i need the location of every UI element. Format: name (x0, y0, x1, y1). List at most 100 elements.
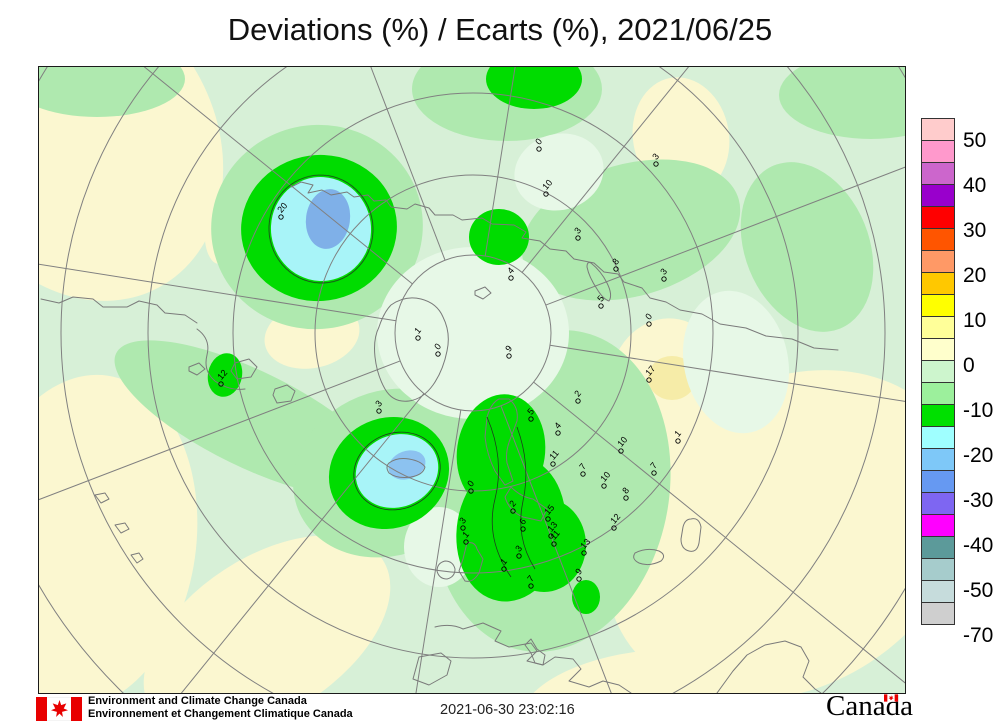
org-name-fr: Environnement et Changement Climatique C… (88, 707, 353, 720)
colorbar-swatch (921, 338, 955, 361)
station-marker: 7 (525, 573, 536, 589)
station-marker: 20 (275, 201, 289, 220)
deviation-region-yellow (519, 650, 759, 693)
station-marker: 1 (498, 556, 509, 572)
station-dot-icon (646, 321, 652, 327)
station-value: 15 (542, 503, 556, 517)
station-marker: 12 (608, 512, 622, 531)
deviation-region-medium (740, 162, 874, 332)
footer: Environment and Climate Change Canada En… (0, 690, 1000, 726)
station-dot-icon (576, 576, 582, 582)
deviation-region-blue (305, 189, 351, 249)
meridian-line (415, 409, 462, 693)
latitude-circle (60, 67, 886, 693)
station-dot-icon (580, 471, 586, 477)
station-marker: 3 (650, 151, 661, 167)
colorbar-swatch (921, 470, 955, 493)
colorbar-swatch (921, 448, 955, 471)
station-marker: 7 (577, 461, 588, 477)
station-dot-icon (468, 488, 474, 494)
org-name-en: Environment and Climate Change Canada (88, 695, 307, 707)
station-dot-icon (543, 191, 549, 197)
canada-wordmark-flag-icon (884, 694, 898, 702)
station-dot-icon (516, 553, 522, 559)
station-dot-icon (545, 516, 551, 522)
map-title: Deviations (%) / Ecarts (%), 2021/06/25 (227, 12, 773, 47)
station-marker: 13 (545, 520, 559, 539)
station-value: 10 (615, 435, 629, 449)
station-dot-icon (460, 525, 466, 531)
station-dot-icon (613, 266, 619, 272)
station-marker: 1 (672, 428, 683, 444)
station-value: 3 (373, 398, 384, 408)
latitude-circle (232, 92, 714, 574)
deviation-region-bright (572, 580, 600, 614)
station-marker: 9 (503, 343, 514, 359)
deviation-region-bright (207, 353, 243, 397)
colorbar-label: 40 (963, 174, 987, 197)
station-marker: 3 (513, 543, 524, 559)
station-dot-icon (435, 351, 441, 357)
station-dot-icon (528, 583, 534, 589)
station-dot-icon (550, 461, 556, 467)
graticule (39, 67, 905, 693)
colorbar-swatch (921, 206, 955, 229)
station-marker: 0 (533, 136, 544, 152)
station-dot-icon (415, 335, 421, 341)
colorbar-swatch (921, 184, 955, 207)
map-frame: 5 0 9 17 5 4 2 1 11 7 10 7 10 8 0 2 3 1 6 15 13 11 3 1 13 12 9 7 1 0 4… (38, 66, 906, 694)
station-dot-icon (675, 438, 681, 444)
colorbar-swatch (921, 294, 955, 317)
station-marker: 9 (573, 566, 584, 582)
station-marker: 3 (373, 398, 384, 414)
station-marker: 3 (457, 515, 468, 531)
colorbar-label: 50 (963, 129, 987, 152)
station-dot-icon (508, 275, 514, 281)
colorbar-swatch (921, 492, 955, 515)
deviation-region-medium (779, 67, 905, 139)
station-value: 0 (533, 136, 544, 146)
latitude-circle (147, 67, 799, 659)
station-value: 8 (610, 256, 621, 266)
station-value: 20 (275, 201, 289, 215)
station-value: 0 (432, 341, 443, 351)
deviation-region-light (682, 290, 790, 434)
station-dot-icon (501, 566, 507, 572)
station-dot-icon (661, 276, 667, 282)
station-dot-icon (218, 381, 224, 387)
station-marker: 2 (507, 498, 518, 514)
station-value: 10 (540, 178, 554, 192)
station-dot-icon (581, 550, 587, 556)
station-dot-icon (598, 303, 604, 309)
station-value: 7 (577, 461, 588, 471)
station-value: 0 (465, 478, 476, 488)
station-dot-icon (510, 508, 516, 514)
station-value: 13 (545, 520, 559, 534)
colorbar-label: 0 (963, 354, 975, 377)
meridian-line (533, 381, 905, 684)
colorbar-swatch (921, 382, 955, 405)
deviation-region-yellow (605, 370, 905, 693)
station-dot-icon (506, 353, 512, 359)
station-markers: 5091754211171071080231615131131131297104… (215, 136, 683, 589)
meridian-line (370, 67, 446, 261)
colorbar-swatch (921, 162, 955, 185)
station-marker: 10 (540, 178, 554, 197)
station-marker: 13 (578, 537, 592, 556)
station-marker: 17 (643, 364, 657, 383)
deviation-region-light (514, 133, 604, 211)
org-name: Environment and Climate Change Canada En… (88, 695, 353, 720)
station-marker: 8 (620, 485, 631, 501)
meridian-line (39, 360, 401, 501)
colorbar-swatch (921, 272, 955, 295)
colorbar-swatch (921, 602, 955, 625)
station-value: 3 (650, 151, 661, 161)
station-value: 0 (643, 311, 654, 321)
station-marker: 1 (460, 529, 471, 545)
station-value: 6 (517, 516, 528, 526)
station-dot-icon (528, 416, 534, 422)
colorbar-swatch (921, 514, 955, 537)
station-dot-icon (646, 377, 652, 383)
station-dot-icon (575, 398, 581, 404)
